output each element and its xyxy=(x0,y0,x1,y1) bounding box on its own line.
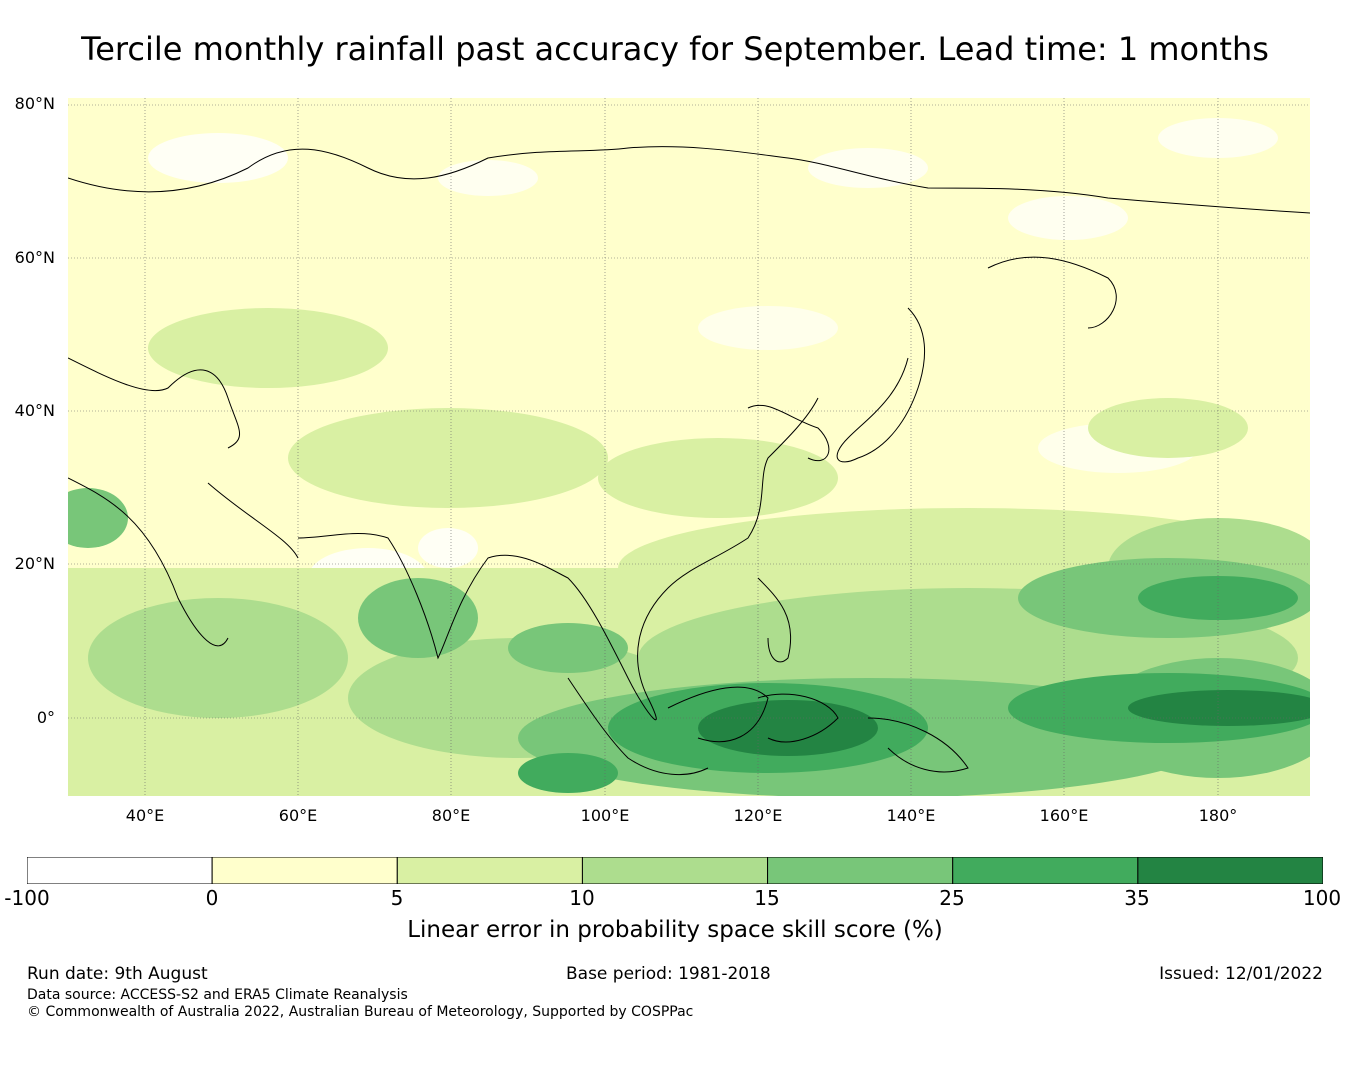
lat-label: 80°N xyxy=(14,94,55,113)
colorbar-tick: 100 xyxy=(1302,886,1342,910)
colorbar xyxy=(27,857,1323,884)
lon-label: 160°E xyxy=(1039,806,1089,825)
lat-label: 20°N xyxy=(14,554,55,573)
lon-label: 80°E xyxy=(431,806,471,825)
colorbar-bin xyxy=(211,857,398,884)
base-period: Base period: 1981-2018 xyxy=(566,964,771,984)
colorbar-label: Linear error in probability space skill … xyxy=(407,917,943,943)
lat-label: 0° xyxy=(36,708,55,727)
colorbar-tick: 0 xyxy=(205,886,219,910)
colorbar-bin xyxy=(1137,857,1323,884)
lon-label: 100°E xyxy=(580,806,630,825)
issued-date: Issued: 12/01/2022 xyxy=(1159,964,1323,984)
colorbar-tick: 25 xyxy=(939,886,965,910)
lon-label: 40°E xyxy=(125,806,165,825)
colorbar-bin xyxy=(952,857,1139,884)
lat-label: 40°N xyxy=(14,401,55,420)
colorbar-bin xyxy=(396,857,583,884)
colorbar-bin xyxy=(27,857,213,884)
graticule xyxy=(68,98,1310,796)
run-date: Run date: 9th August xyxy=(27,964,208,984)
lon-label: 180° xyxy=(1198,806,1238,825)
colorbar-tick: 10 xyxy=(569,886,595,910)
coastlines xyxy=(68,146,1310,776)
data-source: Data source: ACCESS-S2 and ERA5 Climate … xyxy=(27,987,408,1003)
skill-fields xyxy=(68,118,1310,796)
lon-label: 60°E xyxy=(278,806,318,825)
colorbar-tick: -100 xyxy=(4,886,50,910)
colorbar-tick: 35 xyxy=(1124,886,1150,910)
lon-label: 140°E xyxy=(886,806,936,825)
colorbar-bin xyxy=(767,857,954,884)
lat-label: 60°N xyxy=(14,248,55,267)
lon-label: 120°E xyxy=(733,806,783,825)
colorbar-bin xyxy=(581,857,769,884)
skill-score-map xyxy=(68,98,1310,796)
colorbar-tick: 5 xyxy=(390,886,404,910)
colorbar-tick: 15 xyxy=(754,886,780,910)
copyright: © Commonwealth of Australia 2022, Austra… xyxy=(27,1004,694,1020)
chart-title: Tercile monthly rainfall past accuracy f… xyxy=(81,30,1269,68)
